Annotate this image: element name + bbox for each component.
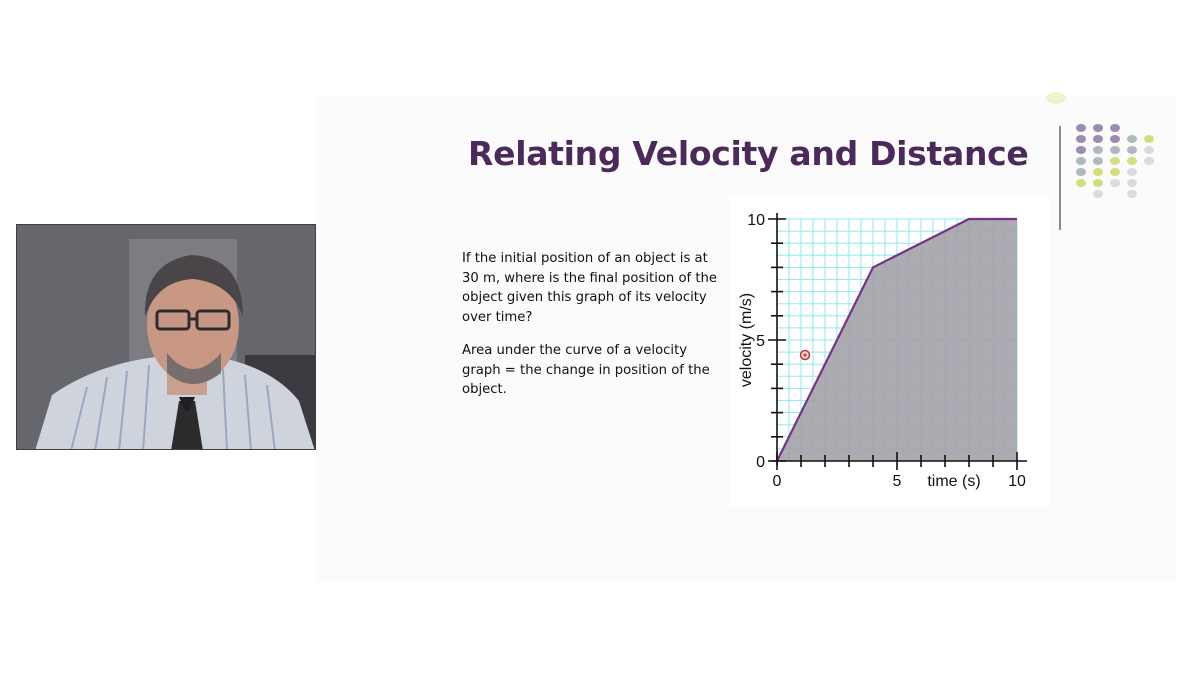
decorative-dot <box>1127 135 1137 143</box>
decorative-divider <box>1059 126 1061 230</box>
decorative-dot <box>1127 168 1137 176</box>
decorative-dot <box>1076 168 1086 176</box>
decorative-dot <box>1076 135 1086 143</box>
slide-title: Relating Velocity and Distance <box>468 134 1029 173</box>
decorative-dot <box>1076 179 1086 187</box>
decorative-dot <box>1127 157 1137 165</box>
y-tick-label: 10 <box>747 212 765 229</box>
presenter-video <box>17 225 315 449</box>
decorative-dot <box>1127 179 1137 187</box>
decorative-dot <box>1144 146 1154 154</box>
x-tick-label: 10 <box>1008 473 1026 490</box>
decorative-dot <box>1110 157 1120 165</box>
decorative-dot <box>1093 168 1103 176</box>
chart-axes <box>771 213 1027 465</box>
pointer-cursor-dot <box>803 353 807 357</box>
y-tick-label: 5 <box>756 333 765 350</box>
decorative-dot <box>1144 135 1154 143</box>
decorative-dot <box>1076 146 1086 154</box>
decorative-circle <box>1046 92 1066 104</box>
decorative-dot-grid <box>1076 124 1166 220</box>
decorative-dot <box>1093 157 1103 165</box>
decorative-dot <box>1110 168 1120 176</box>
decorative-dot <box>1144 157 1154 165</box>
note-text: Area under the curve of a velocity graph… <box>462 343 710 397</box>
decorative-dot <box>1110 179 1120 187</box>
velocity-series-line <box>776 217 1017 462</box>
webcam-video <box>16 224 316 450</box>
x-axis-label: time (s) <box>927 473 980 490</box>
decorative-dot <box>1127 146 1137 154</box>
decorative-dot <box>1093 179 1103 187</box>
y-tick-label: 0 <box>756 454 765 471</box>
decorative-dot <box>1093 135 1103 143</box>
question-text: If the initial position of an object is … <box>462 251 718 325</box>
decorative-dot <box>1110 124 1120 132</box>
decorative-dot <box>1076 157 1086 165</box>
decorative-dot <box>1093 124 1103 132</box>
y-axis-label: velocity (m/s) <box>738 293 755 387</box>
decorative-dot <box>1110 135 1120 143</box>
decorative-dot <box>1093 190 1103 198</box>
decorative-dot <box>1110 146 1120 154</box>
decorative-dot <box>1076 124 1086 132</box>
x-tick-label: 5 <box>893 473 902 490</box>
chart-ticks <box>768 218 1018 470</box>
x-tick-label: 0 <box>773 473 782 490</box>
velocity-time-chart: 0 5 10 0 5 10 time (s) velocity (m/s) <box>730 196 1050 506</box>
decorative-dot <box>1127 190 1137 198</box>
chart-tick-labels: 0 5 10 0 5 10 <box>747 212 1026 490</box>
decorative-dot <box>1093 146 1103 154</box>
area-under-curve <box>777 219 1017 461</box>
